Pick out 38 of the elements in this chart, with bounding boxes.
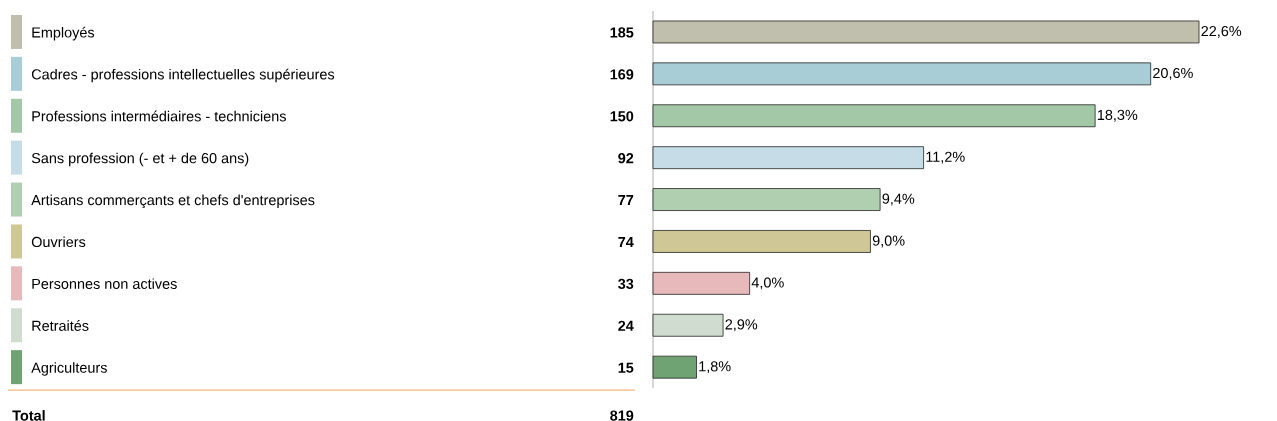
- data-label: 4,0%: [751, 277, 784, 290]
- bar: [652, 188, 881, 211]
- data-label: 18,3%: [1097, 109, 1138, 122]
- text: 77: [618, 195, 634, 206]
- data-label: 11,2%: [926, 151, 965, 164]
- y-tick-label: Sans profession (- et + de 60 ans): [31, 152, 249, 167]
- data-label: 1,8%: [699, 361, 731, 374]
- bar: [652, 104, 1096, 128]
- y-tick-label: Retraités: [32, 320, 89, 331]
- y-tick-label: Ouvriers: [31, 236, 86, 248]
- text: 150: [610, 111, 634, 122]
- y-tick-label: Professions intermédiaires - techniciens: [32, 110, 286, 122]
- y-tick-label: Artisans commerçants et chefs d'entreprises: [31, 194, 315, 209]
- data-label: 2,9%: [725, 319, 758, 332]
- data-label: 22,6%: [1201, 25, 1242, 38]
- text: 185: [610, 27, 634, 38]
- text: 819: [610, 410, 634, 421]
- y-tick-label: Employés: [32, 26, 95, 41]
- bar: [652, 313, 724, 337]
- data-label: 20,6%: [1153, 67, 1193, 80]
- bar: [652, 146, 924, 170]
- text: Total: [12, 410, 45, 421]
- data-label: 9,4%: [882, 193, 915, 206]
- y-tick-label: Personnes non actives: [32, 278, 177, 289]
- y-tick-label: Agriculteurs: [31, 362, 107, 376]
- text: 24: [618, 320, 634, 331]
- bar: [652, 355, 697, 379]
- bar: [652, 20, 1200, 44]
- text: 33: [618, 278, 634, 290]
- bar: [652, 62, 1152, 86]
- bar: [652, 230, 871, 253]
- y-tick-label: Cadres - professions intellectuelles supérieures: [31, 68, 335, 83]
- text: 169: [610, 69, 634, 80]
- data-label: 9,0%: [872, 235, 905, 248]
- text: 92: [618, 153, 634, 164]
- text: 74: [618, 237, 634, 247]
- text: 15: [618, 362, 634, 373]
- bar: [652, 271, 751, 295]
